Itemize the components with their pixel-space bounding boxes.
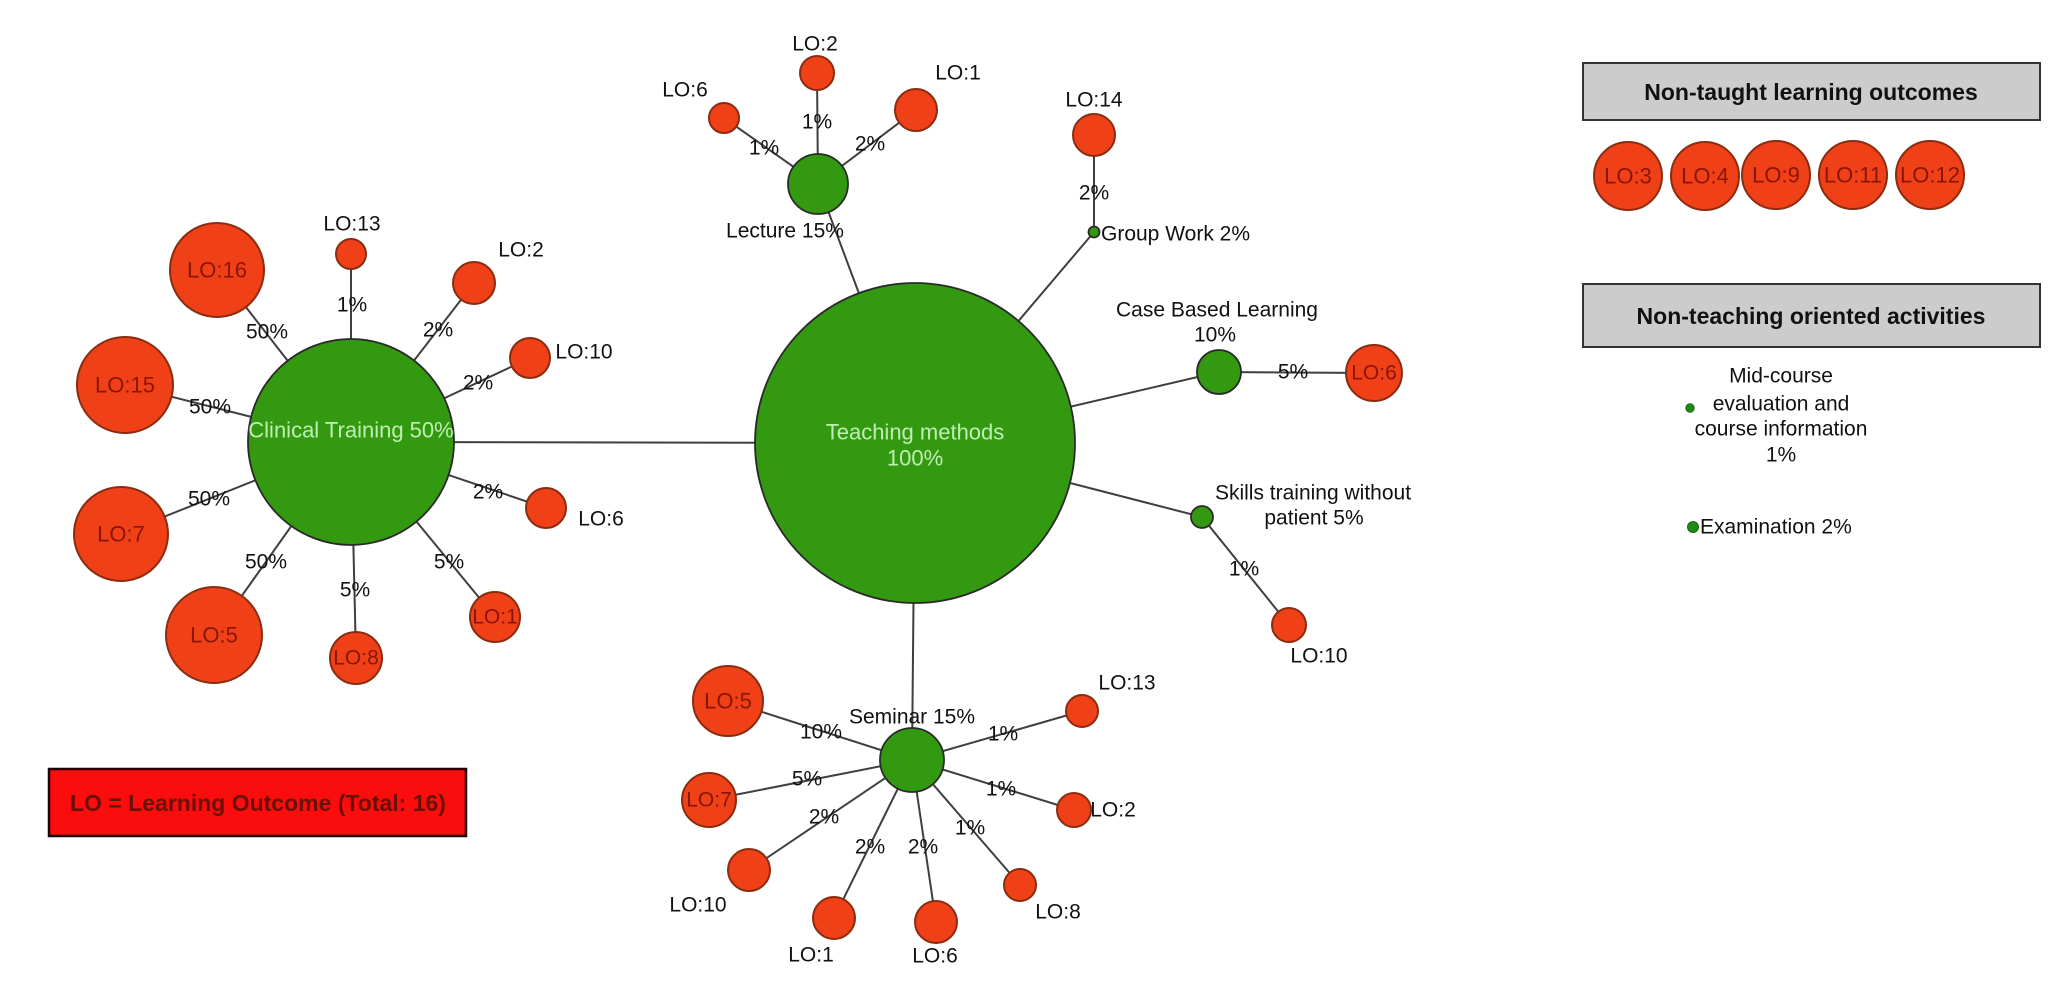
svg-text:5%: 5% xyxy=(1278,361,1308,384)
svg-text:LO:3: LO:3 xyxy=(1604,164,1652,189)
svg-text:Lecture 15%: Lecture 15% xyxy=(726,220,844,243)
svg-text:LO:5: LO:5 xyxy=(704,689,752,714)
svg-text:1%: 1% xyxy=(749,137,779,160)
svg-text:LO:7: LO:7 xyxy=(97,522,145,547)
svg-text:5%: 5% xyxy=(792,768,822,791)
svg-text:10%: 10% xyxy=(1194,324,1236,347)
svg-text:2%: 2% xyxy=(423,319,453,342)
svg-text:Skills training without: Skills training without xyxy=(1215,482,1411,505)
svg-text:LO:6: LO:6 xyxy=(912,945,958,968)
svg-text:LO = Learning Outcome (Total:: LO = Learning Outcome (Total: 16) xyxy=(70,790,446,816)
svg-text:50%: 50% xyxy=(245,551,287,574)
svg-text:course information: course information xyxy=(1695,418,1868,441)
svg-text:2%: 2% xyxy=(463,372,493,395)
svg-text:Case Based Learning: Case Based Learning xyxy=(1116,299,1318,322)
svg-text:2%: 2% xyxy=(855,133,885,156)
svg-text:LO:5: LO:5 xyxy=(190,623,238,648)
svg-text:1%: 1% xyxy=(802,111,832,134)
svg-text:2%: 2% xyxy=(1079,182,1109,205)
svg-text:Group Work 2%: Group Work 2% xyxy=(1101,223,1250,246)
svg-text:LO:2: LO:2 xyxy=(792,33,838,56)
svg-text:2%: 2% xyxy=(855,836,885,859)
svg-text:2%: 2% xyxy=(809,806,839,829)
svg-text:LO:15: LO:15 xyxy=(95,373,155,398)
svg-text:LO:14: LO:14 xyxy=(1065,89,1123,112)
svg-text:Examination 2%: Examination 2% xyxy=(1700,516,1852,539)
svg-text:5%: 5% xyxy=(434,551,464,574)
svg-text:2%: 2% xyxy=(908,836,938,859)
svg-text:LO:9: LO:9 xyxy=(1752,163,1800,188)
svg-text:50%: 50% xyxy=(188,488,230,511)
svg-text:Mid-course: Mid-course xyxy=(1729,365,1833,388)
svg-text:Non-taught learning outcomes: Non-taught learning outcomes xyxy=(1644,79,1978,105)
svg-text:patient 5%: patient 5% xyxy=(1264,507,1363,530)
svg-text:LO:12: LO:12 xyxy=(1900,163,1960,188)
svg-text:LO:13: LO:13 xyxy=(323,213,380,236)
svg-text:10%: 10% xyxy=(800,721,842,744)
svg-text:100%: 100% xyxy=(887,446,943,471)
svg-text:LO:1: LO:1 xyxy=(788,944,834,967)
svg-text:LO:1: LO:1 xyxy=(935,62,981,85)
svg-text:LO:10: LO:10 xyxy=(669,894,726,917)
svg-text:1%: 1% xyxy=(337,294,367,317)
svg-text:LO:8: LO:8 xyxy=(1035,901,1081,924)
svg-text:LO:1: LO:1 xyxy=(472,606,518,629)
svg-text:LO:6: LO:6 xyxy=(578,508,624,531)
svg-text:50%: 50% xyxy=(246,321,288,344)
svg-text:LO:10: LO:10 xyxy=(1290,645,1347,668)
svg-text:2%: 2% xyxy=(473,481,503,504)
svg-text:1%: 1% xyxy=(1766,444,1796,467)
svg-text:Seminar 15%: Seminar 15% xyxy=(849,706,975,729)
svg-text:LO:4: LO:4 xyxy=(1681,164,1729,189)
svg-text:5%: 5% xyxy=(340,579,370,602)
svg-text:LO:7: LO:7 xyxy=(686,789,732,812)
svg-text:LO:11: LO:11 xyxy=(1824,163,1882,188)
svg-text:LO:2: LO:2 xyxy=(1090,799,1136,822)
svg-text:LO:2: LO:2 xyxy=(498,239,544,262)
svg-text:1%: 1% xyxy=(955,817,985,840)
svg-text:1%: 1% xyxy=(1229,558,1259,581)
svg-text:LO:6: LO:6 xyxy=(1351,362,1397,385)
svg-text:1%: 1% xyxy=(986,778,1016,801)
svg-text:LO:6: LO:6 xyxy=(662,79,708,102)
svg-text:Teaching methods: Teaching methods xyxy=(826,420,1005,445)
svg-text:1%: 1% xyxy=(988,723,1018,746)
svg-text:Non-teaching oriented activiti: Non-teaching oriented activities xyxy=(1637,303,1986,329)
svg-text:evaluation and: evaluation and xyxy=(1713,393,1850,416)
svg-text:LO:8: LO:8 xyxy=(333,647,379,670)
svg-text:LO:13: LO:13 xyxy=(1098,672,1155,695)
svg-text:LO:16: LO:16 xyxy=(187,258,247,283)
svg-text:Clinical Training 50%: Clinical Training 50% xyxy=(248,418,453,443)
svg-text:50%: 50% xyxy=(189,396,231,419)
svg-text:LO:10: LO:10 xyxy=(555,341,612,364)
